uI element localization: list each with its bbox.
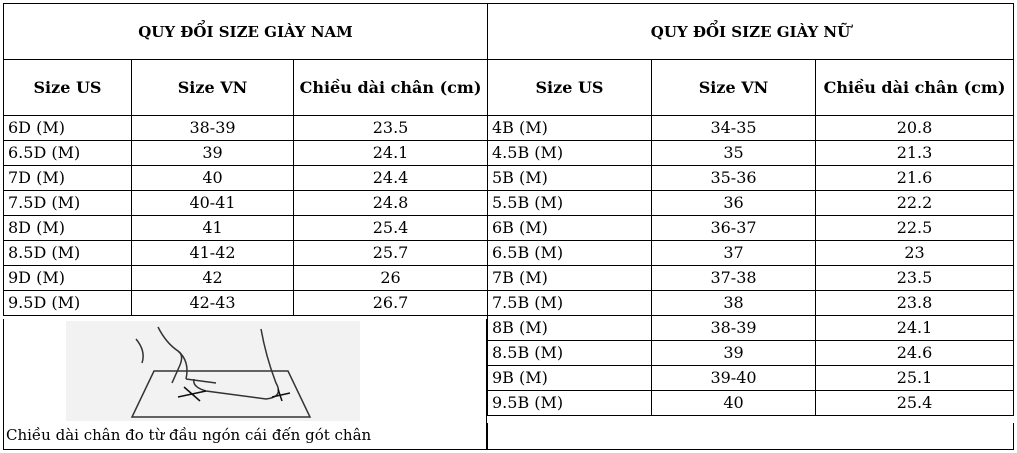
- size-vn-cell: 37-38: [651, 265, 816, 291]
- women-size-table: QUY ĐỔI SIZE GIÀY NỮ Size US Size VN Chi…: [487, 3, 1014, 416]
- table-row: 9.5B (M) 40 25.4: [487, 390, 1014, 416]
- foot-length-cell: 24.1: [292, 140, 489, 166]
- foot-length-cell: 20.8: [815, 115, 1014, 141]
- table-row: 6D (M) 38-39 23.5: [3, 115, 489, 141]
- size-vn-cell: 40: [131, 165, 294, 191]
- foot-length-cell: 21.3: [815, 140, 1014, 166]
- foot-measurement-illustration: [66, 321, 360, 421]
- foot-length-cell: 25.1: [815, 365, 1014, 391]
- size-vn-cell: 35: [651, 140, 816, 166]
- foot-length-cell: 23.5: [292, 115, 489, 141]
- size-us-cell: 9.5B (M): [487, 390, 652, 416]
- table-row: 7.5D (M) 40-41 24.8: [3, 190, 489, 216]
- size-vn-cell: 36: [651, 190, 816, 216]
- men-size-table: QUY ĐỔI SIZE GIÀY NAM Size US Size VN Ch…: [2, 3, 489, 316]
- table-row: 5.5B (M) 36 22.2: [487, 190, 1014, 216]
- size-vn-cell: 39: [651, 340, 816, 366]
- size-us-cell: 9D (M): [3, 265, 132, 291]
- foot-measure-area: Chiều dài chân đo từ đầu ngón cái đến gó…: [3, 319, 487, 450]
- table-row: 9.5D (M) 42-43 26.7: [3, 290, 489, 316]
- table-row: 8D (M) 41 25.4: [3, 215, 489, 241]
- table-row: 4.5B (M) 35 21.3: [487, 140, 1014, 166]
- foot-length-cell: 24.4: [292, 165, 489, 191]
- size-us-cell: 8.5D (M): [3, 240, 132, 266]
- table-row: 4B (M) 34-35 20.8: [487, 115, 1014, 141]
- size-us-cell: 6D (M): [3, 115, 132, 141]
- men-header-size-us: Size US: [3, 59, 132, 116]
- size-vn-cell: 39-40: [651, 365, 816, 391]
- men-table-body: 6D (M) 38-39 23.5 6.5D (M) 39 24.1 7D (M) 40 24.…: [3, 115, 489, 316]
- women-table-body: 4B (M) 34-35 20.8 4.5B (M) 35 21.3 5B (M) 35-36…: [487, 115, 1014, 416]
- table-row: 5B (M) 35-36 21.6: [487, 165, 1014, 191]
- size-us-cell: 7B (M): [487, 265, 652, 291]
- foot-length-cell: 25.4: [292, 215, 489, 241]
- size-us-cell: 5B (M): [487, 165, 652, 191]
- size-vn-cell: 40: [651, 390, 816, 416]
- size-vn-cell: 42-43: [131, 290, 294, 316]
- size-vn-cell: 36-37: [651, 215, 816, 241]
- foot-length-cell: 25.4: [815, 390, 1014, 416]
- size-vn-cell: 39: [131, 140, 294, 166]
- foot-length-cell: 23.8: [815, 290, 1014, 316]
- size-us-cell: 4.5B (M): [487, 140, 652, 166]
- size-us-cell: 8B (M): [487, 315, 652, 341]
- table-row: 7B (M) 37-38 23.5: [487, 265, 1014, 291]
- men-size-table-panel: QUY ĐỔI SIZE GIÀY NAM Size US Size VN Ch…: [2, 3, 489, 316]
- foot-length-cell: 24.6: [815, 340, 1014, 366]
- size-vn-cell: 41: [131, 215, 294, 241]
- size-vn-cell: 38: [651, 290, 816, 316]
- women-size-table-panel: QUY ĐỔI SIZE GIÀY NỮ Size US Size VN Chi…: [487, 3, 1014, 416]
- size-us-cell: 6.5B (M): [487, 240, 652, 266]
- size-vn-cell: 38-39: [651, 315, 816, 341]
- size-us-cell: 9.5D (M): [3, 290, 132, 316]
- table-row: 7D (M) 40 24.4: [3, 165, 489, 191]
- women-header-size-us: Size US: [487, 59, 652, 116]
- table-row: 7.5B (M) 38 23.8: [487, 290, 1014, 316]
- foot-length-cell: 23: [815, 240, 1014, 266]
- foot-length-cell: 21.6: [815, 165, 1014, 191]
- size-us-cell: 9B (M): [487, 365, 652, 391]
- size-vn-cell: 37: [651, 240, 816, 266]
- table-row: 9D (M) 42 26: [3, 265, 489, 291]
- size-vn-cell: 35-36: [651, 165, 816, 191]
- women-header-size-vn: Size VN: [651, 59, 816, 116]
- foot-length-cell: 26.7: [292, 290, 489, 316]
- women-table-title: QUY ĐỔI SIZE GIÀY NỮ: [487, 3, 1014, 60]
- foot-length-cell: 22.5: [815, 215, 1014, 241]
- foot-length-cell: 24.8: [292, 190, 489, 216]
- table-row: 8.5B (M) 39 24.6: [487, 340, 1014, 366]
- women-header-foot-length: Chiều dài chân (cm): [815, 59, 1014, 116]
- table-row: 6.5B (M) 37 23: [487, 240, 1014, 266]
- men-header-foot-length: Chiều dài chân (cm): [292, 59, 489, 116]
- size-us-cell: 7.5D (M): [3, 190, 132, 216]
- table-row: 8.5D (M) 41-42 25.7: [3, 240, 489, 266]
- size-us-cell: 8.5B (M): [487, 340, 652, 366]
- foot-length-cell: 22.2: [815, 190, 1014, 216]
- table-row: 6B (M) 36-37 22.5: [487, 215, 1014, 241]
- men-table-title: QUY ĐỔI SIZE GIÀY NAM: [2, 3, 489, 60]
- foot-length-cell: 24.1: [815, 315, 1014, 341]
- foot-length-cell: 23.5: [815, 265, 1014, 291]
- size-us-cell: 6.5D (M): [3, 140, 132, 166]
- size-vn-cell: 34-35: [651, 115, 816, 141]
- size-vn-cell: 41-42: [131, 240, 294, 266]
- foot-length-cell: 25.7: [292, 240, 489, 266]
- size-us-cell: 8D (M): [3, 215, 132, 241]
- size-us-cell: 7D (M): [3, 165, 132, 191]
- table-row: 8B (M) 38-39 24.1: [487, 315, 1014, 341]
- table-row: 6.5D (M) 39 24.1: [3, 140, 489, 166]
- foot-measure-caption: Chiều dài chân đo từ đầu ngón cái đến gó…: [6, 426, 372, 444]
- table-row: 9B (M) 39-40 25.1: [487, 365, 1014, 391]
- men-header-size-vn: Size VN: [131, 59, 294, 116]
- size-vn-cell: 38-39: [131, 115, 294, 141]
- size-us-cell: 7.5B (M): [487, 290, 652, 316]
- size-vn-cell: 42: [131, 265, 294, 291]
- size-us-cell: 6B (M): [487, 215, 652, 241]
- women-table-footer-blank: [487, 423, 1014, 450]
- foot-length-cell: 26: [292, 265, 489, 291]
- size-us-cell: 4B (M): [487, 115, 652, 141]
- size-us-cell: 5.5B (M): [487, 190, 652, 216]
- size-vn-cell: 40-41: [131, 190, 294, 216]
